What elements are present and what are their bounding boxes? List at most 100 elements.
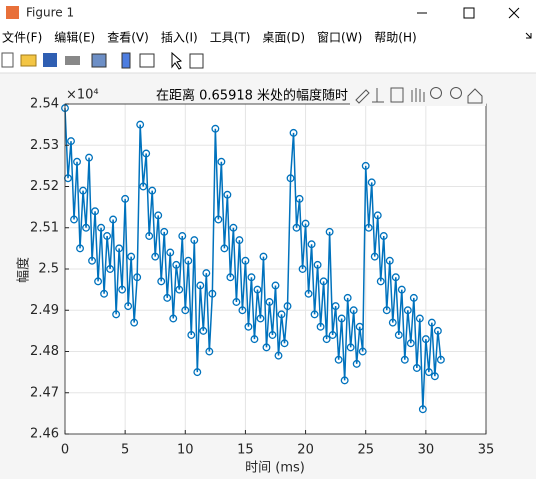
menu-item[interactable]: 文件(F): [2, 30, 42, 45]
data-marker: [223, 190, 232, 199]
menu-item[interactable]: 窗口(W): [317, 31, 362, 45]
new-icon[interactable]: [1, 52, 14, 68]
data-marker: [412, 364, 421, 372]
link-icon[interactable]: [91, 53, 107, 68]
data-marker: [310, 310, 319, 319]
data-marker: [67, 137, 75, 146]
datatip-icon[interactable]: [390, 87, 404, 103]
data-marker: [271, 281, 280, 290]
data-marker: [331, 302, 340, 311]
data-marker: [202, 269, 211, 278]
data-marker: [334, 355, 343, 364]
x-tick-label: 15: [237, 443, 254, 458]
data-marker: [226, 273, 235, 282]
data-marker: [316, 322, 325, 331]
legend-icon[interactable]: [139, 53, 155, 68]
data-marker: [379, 232, 388, 240]
home-icon[interactable]: [467, 88, 483, 104]
data-marker: [91, 207, 100, 216]
data-marker: [388, 318, 397, 327]
x-tick-label: 35: [478, 443, 495, 458]
data-marker: [406, 339, 415, 348]
plot: [61, 104, 445, 414]
data-marker: [163, 293, 172, 302]
data-marker: [238, 306, 247, 315]
pan-icon[interactable]: [411, 88, 425, 102]
data-marker: [175, 285, 184, 294]
data-marker: [151, 252, 160, 261]
y-tick-label: 2.48: [30, 344, 59, 359]
axes-toolbar: [350, 84, 486, 106]
data-marker: [352, 359, 361, 368]
data-marker: [319, 277, 328, 286]
data-marker: [73, 157, 81, 166]
data-marker: [385, 256, 394, 265]
property-icon[interactable]: [189, 53, 204, 69]
data-marker: [235, 236, 244, 245]
data-marker: [253, 285, 262, 294]
dock-arrow[interactable]: [525, 32, 532, 39]
data-marker: [70, 215, 78, 224]
data-marker: [187, 331, 196, 339]
data-marker: [409, 293, 418, 302]
data-marker: [229, 223, 238, 232]
data-marker: [154, 211, 163, 220]
menu-item[interactable]: 帮助(H): [374, 31, 416, 45]
close-button[interactable]: [508, 7, 520, 19]
app-icon: [6, 6, 19, 19]
edit-icon[interactable]: [171, 51, 183, 70]
y-tick-label: 2.49: [30, 303, 59, 318]
data-marker: [178, 232, 187, 240]
data-marker: [241, 256, 250, 265]
x-tick-label: 20: [297, 443, 314, 458]
menu-item[interactable]: 桌面(D): [262, 31, 305, 45]
title-bar: [0, 0, 536, 26]
maximize-button[interactable]: [463, 7, 475, 19]
data-marker: [190, 236, 199, 245]
data-marker: [298, 265, 307, 273]
x-tick-label: 0: [61, 443, 69, 458]
data-marker: [196, 281, 205, 290]
data-marker: [79, 186, 87, 195]
menu-item[interactable]: 查看(V): [107, 31, 149, 45]
x-tick-label: 25: [357, 443, 374, 458]
data-marker: [394, 331, 403, 339]
data-marker: [286, 174, 295, 183]
x-tick-label: 5: [121, 443, 129, 458]
menu: 文件(F) 编辑(E) 查看(V) 插入(I) 工具(T) 桌面(D) 窗口(W) 帮助(H): [2, 30, 417, 45]
data-marker: [400, 355, 409, 364]
data-marker: [130, 318, 139, 327]
data-marker: [184, 256, 193, 265]
data-marker: [436, 355, 445, 364]
data-marker: [268, 331, 277, 339]
data-marker: [361, 161, 370, 170]
save-icon[interactable]: [43, 53, 57, 67]
data-marker: [127, 252, 136, 261]
data-marker: [112, 310, 121, 319]
colorbar-icon[interactable]: [121, 52, 131, 69]
data-marker: [256, 314, 265, 323]
export-icon[interactable]: [355, 89, 370, 104]
data-marker: [397, 285, 406, 294]
data-marker: [250, 335, 259, 344]
menu-item[interactable]: 工具(T): [210, 31, 251, 45]
data-marker: [391, 273, 400, 282]
zoom-out-icon[interactable]: [450, 87, 462, 99]
print-icon[interactable]: [65, 56, 80, 65]
data-marker: [418, 405, 427, 414]
data-marker: [265, 298, 274, 306]
menu-item[interactable]: 编辑(E): [54, 30, 95, 45]
data-marker: [208, 289, 217, 298]
zoom-in-icon[interactable]: [430, 87, 442, 99]
menu-item[interactable]: 插入(I): [161, 31, 198, 45]
data-marker: [292, 223, 301, 232]
open-icon[interactable]: [20, 54, 37, 67]
brush-icon[interactable]: [372, 88, 384, 103]
y-tick-label: 2.47: [30, 385, 59, 400]
data-marker: [307, 240, 316, 249]
data-marker: [205, 347, 214, 356]
toolbar: [0, 48, 536, 73]
menu-bar: [0, 26, 536, 48]
data-marker: [115, 244, 124, 253]
